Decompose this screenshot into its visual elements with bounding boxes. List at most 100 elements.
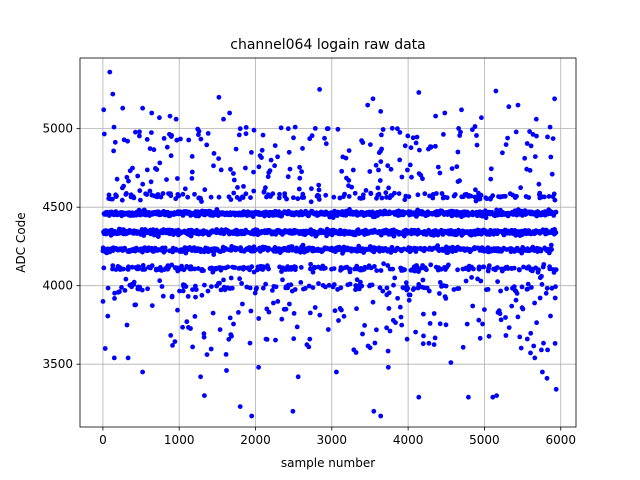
x-tick-label: 5000 — [469, 433, 500, 447]
data-point — [377, 285, 383, 291]
data-point — [353, 283, 359, 289]
data-point — [308, 199, 314, 205]
data-point — [159, 284, 165, 289]
data-point — [415, 285, 421, 291]
data-point — [169, 293, 175, 299]
data-point — [124, 191, 129, 196]
data-point — [548, 242, 554, 248]
data-point — [310, 285, 316, 290]
data-point — [175, 307, 180, 313]
data-point — [488, 176, 494, 182]
data-point — [435, 164, 441, 170]
data-point — [193, 287, 199, 292]
x-axis-label: sample number — [281, 456, 375, 470]
data-point — [415, 192, 421, 198]
data-point — [477, 335, 483, 341]
data-point — [140, 369, 146, 375]
data-point — [298, 265, 304, 270]
data-point — [372, 340, 378, 346]
data-point — [312, 265, 317, 271]
data-point — [486, 333, 492, 339]
data-point — [417, 147, 422, 153]
data-point — [548, 154, 554, 160]
data-point — [241, 264, 247, 270]
data-point — [550, 136, 556, 142]
data-point — [331, 266, 337, 271]
data-point — [437, 321, 443, 327]
data-point — [353, 350, 359, 355]
data-point — [426, 288, 432, 294]
data-point — [292, 287, 298, 292]
data-point — [370, 96, 376, 102]
data-point — [112, 290, 117, 296]
data-point — [426, 340, 432, 346]
data-point — [347, 269, 353, 275]
data-point — [503, 333, 509, 338]
data-point — [111, 355, 117, 361]
data-point — [251, 169, 256, 175]
data-point — [317, 87, 322, 92]
data-point — [547, 266, 553, 272]
data-point — [343, 155, 349, 161]
data-point — [368, 142, 373, 148]
data-point — [185, 294, 191, 299]
data-point — [164, 144, 170, 150]
data-point — [430, 195, 436, 201]
x-tick-label: 2000 — [240, 433, 271, 447]
data-point — [309, 133, 315, 139]
data-point — [179, 263, 185, 269]
data-point — [552, 197, 558, 203]
data-point — [177, 288, 182, 294]
data-point — [149, 303, 155, 308]
data-point — [493, 88, 499, 94]
data-point — [157, 278, 163, 284]
data-point — [309, 186, 314, 192]
data-point — [540, 369, 545, 375]
data-point — [332, 308, 338, 314]
data-point — [439, 191, 445, 196]
data-point — [359, 283, 365, 289]
data-point — [105, 313, 111, 319]
data-point — [431, 342, 437, 347]
data-point — [144, 167, 150, 173]
data-point — [102, 346, 108, 351]
data-point — [110, 196, 115, 202]
data-point — [188, 326, 193, 331]
data-point — [372, 264, 377, 269]
data-point — [259, 147, 265, 153]
data-point — [310, 269, 316, 275]
data-point — [138, 197, 143, 203]
data-point — [142, 266, 148, 272]
data-point — [375, 185, 381, 191]
data-point — [243, 165, 248, 171]
data-point — [532, 300, 537, 306]
data-point — [460, 344, 466, 350]
y-tick-label: 4500 — [42, 200, 73, 214]
data-point — [232, 265, 238, 270]
data-point — [260, 285, 266, 291]
data-point — [385, 364, 391, 370]
data-point — [110, 91, 116, 97]
data-point — [427, 321, 433, 326]
data-point — [217, 327, 223, 332]
data-point — [226, 336, 232, 342]
data-point — [205, 249, 211, 255]
data-point — [240, 195, 246, 200]
data-point — [263, 185, 268, 191]
data-point — [225, 264, 231, 270]
data-point — [468, 193, 474, 199]
data-point — [495, 279, 500, 284]
data-point — [140, 181, 146, 187]
data-point — [553, 267, 559, 273]
data-point — [386, 306, 392, 311]
data-point — [276, 195, 282, 201]
data-point — [183, 284, 189, 289]
data-point — [170, 343, 175, 348]
data-point — [396, 191, 402, 197]
data-point — [285, 174, 291, 180]
data-point — [145, 286, 151, 292]
data-point — [525, 286, 530, 292]
data-point — [410, 135, 416, 141]
data-point — [384, 285, 390, 291]
data-point — [379, 132, 384, 138]
